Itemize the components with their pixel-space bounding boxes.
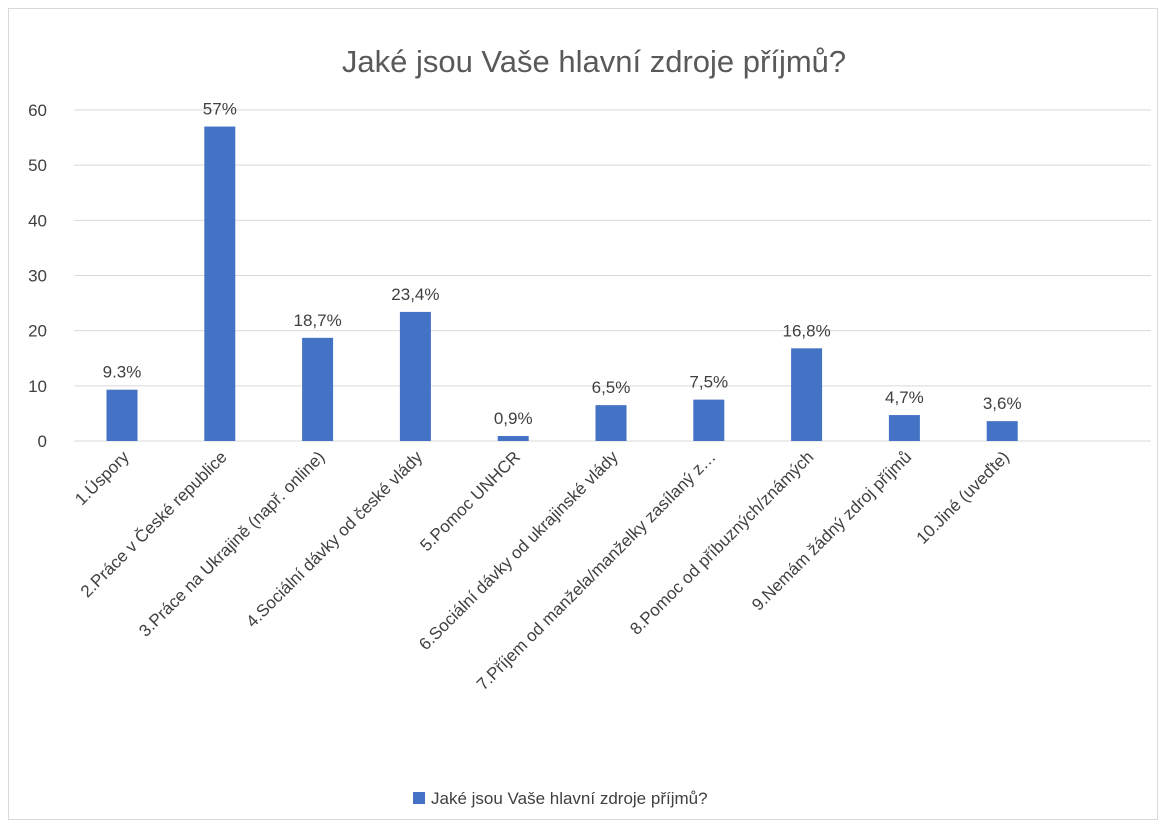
data-label: 23,4% xyxy=(391,285,439,304)
legend-swatch xyxy=(413,792,425,804)
bar xyxy=(399,311,431,441)
y-tick-label: 50 xyxy=(28,156,47,175)
chart-frame xyxy=(8,8,1158,820)
legend[interactable]: Jaké jsou Vaše hlavní zdroje příjmů? xyxy=(413,789,708,808)
bars xyxy=(106,126,1018,442)
data-label: 18,7% xyxy=(293,311,341,330)
bar xyxy=(204,126,236,442)
data-label: 0,9% xyxy=(494,409,533,428)
data-label: 9.3% xyxy=(103,363,142,382)
x-tick-label: 1.Úspory xyxy=(71,447,133,509)
x-tick-label: 9.Nemám žádný zdroj příjmů xyxy=(748,447,915,614)
y-tick-label: 40 xyxy=(28,211,47,230)
bar xyxy=(106,389,138,441)
x-tick-label: 8.Pomoc od příbuzných/známých xyxy=(626,447,817,638)
data-label: 16,8% xyxy=(782,321,830,340)
x-tick-label: 3.Práce na Ukrajině (např. online) xyxy=(135,447,328,640)
x-tick-label: 10.Jiné (uveďte) xyxy=(913,447,1013,547)
data-label: 6,5% xyxy=(592,378,631,397)
y-tick-label: 30 xyxy=(28,267,47,286)
data-label: 4,7% xyxy=(885,388,924,407)
x-tick-label: 4.Sociální dávky od české vlády xyxy=(242,447,426,631)
data-label: 3,6% xyxy=(983,394,1022,413)
bar xyxy=(302,337,334,441)
y-tick-label: 10 xyxy=(28,377,47,396)
y-tick-label: 20 xyxy=(28,322,47,341)
y-tick-label: 0 xyxy=(38,432,47,451)
gridlines xyxy=(74,109,1151,442)
bar xyxy=(986,421,1018,441)
legend-label: Jaké jsou Vaše hlavní zdroje příjmů? xyxy=(431,789,708,808)
data-label: 7,5% xyxy=(689,373,728,392)
y-tick-label: 60 xyxy=(28,101,47,120)
x-tick-label: 6.Sociální dávky od ukrajinské vlády xyxy=(415,447,622,654)
chart-title: Jaké jsou Vaše hlavní zdroje příjmů? xyxy=(342,44,846,79)
bar xyxy=(497,436,529,441)
bar xyxy=(888,415,920,441)
bar xyxy=(595,405,627,441)
bar xyxy=(693,399,725,441)
data-labels: 9.3% 57% 18,7% 23,4% 0,9% 6,5% 7,5% 16,8% 4,7% 3,… xyxy=(103,100,1022,428)
y-axis-ticks: 0 10 20 30 40 50 60 xyxy=(28,101,47,451)
x-tick-label: 5.Pomoc UNHCR xyxy=(416,447,524,555)
bar xyxy=(791,348,823,441)
data-label: 57% xyxy=(203,100,237,119)
